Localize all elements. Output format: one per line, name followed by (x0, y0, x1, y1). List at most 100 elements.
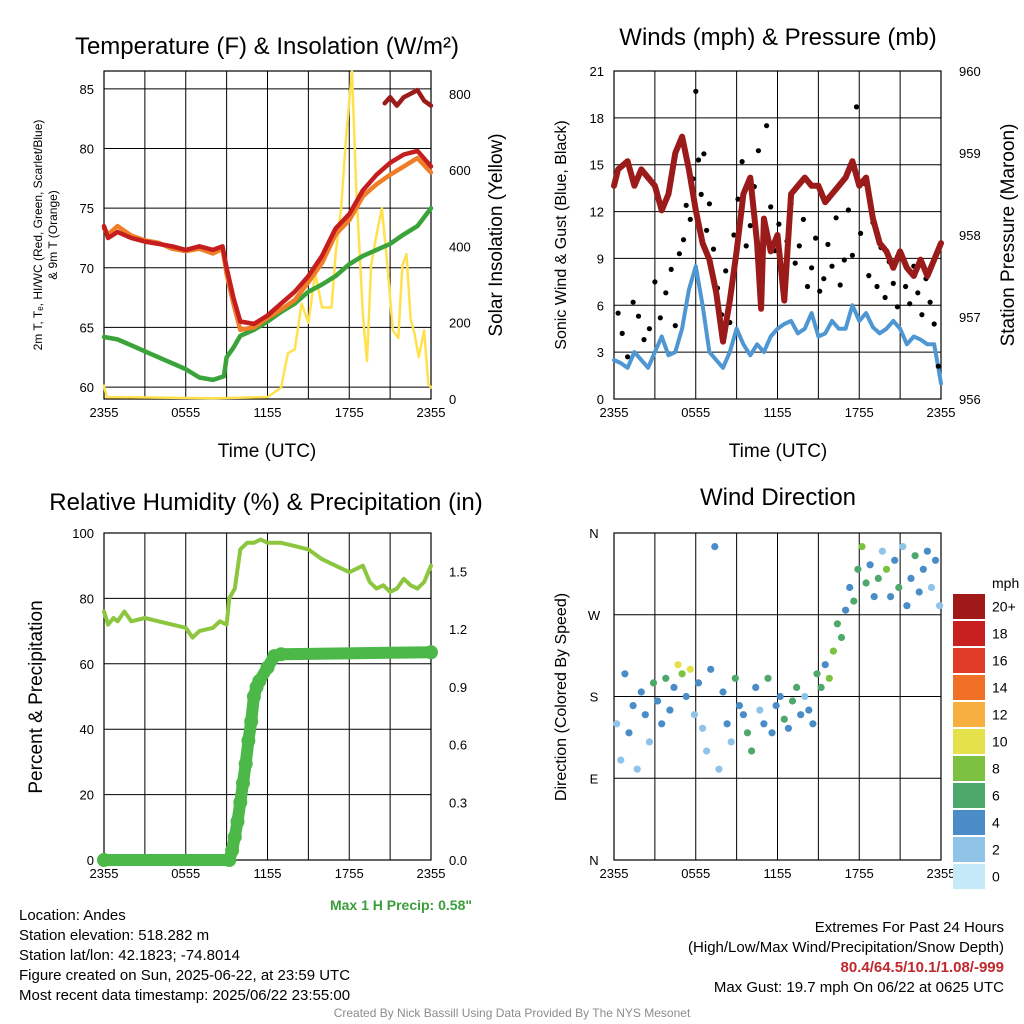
gust-point (687, 216, 693, 222)
direction-point (613, 720, 621, 728)
temp-x-tick-label: 2355 (90, 405, 119, 420)
direction-point (633, 765, 641, 773)
rh-y-tick-label: 40 (80, 722, 94, 737)
direction-point (895, 583, 903, 592)
direction-point (666, 706, 674, 714)
direction-point (711, 543, 719, 551)
speed-legend-swatch (953, 810, 985, 835)
gust-point (800, 216, 807, 222)
wind-y-tick-label: 3 (597, 345, 604, 360)
speed-legend-label: 20+ (992, 599, 1016, 615)
direction-point (936, 602, 944, 610)
wind-y-tick-label: 12 (590, 205, 604, 220)
wind-y2-tick-label: 957 (959, 310, 981, 325)
station-latlon: Station lat/lon: 42.1823; -74.8014 (19, 947, 241, 964)
temp-y-tick-label: 75 (80, 201, 94, 216)
precip-point (241, 733, 256, 748)
direction-point (813, 670, 821, 678)
gust-point (841, 257, 847, 263)
direction-point (743, 729, 752, 737)
speed-legend-swatch (953, 675, 985, 700)
wind-x-tick-label: 1155 (764, 405, 792, 420)
direction-point (829, 647, 838, 655)
direction-point (776, 692, 784, 701)
precip-point (230, 814, 245, 829)
rh-y-tick-label: 20 (80, 788, 94, 803)
gust-point (809, 265, 815, 271)
direction-point (846, 583, 854, 592)
gust-point (641, 337, 647, 343)
temp-temp_hi-line (382, 87, 434, 108)
gust-point (676, 251, 683, 257)
direction-point (793, 683, 801, 692)
gust-point (764, 123, 770, 129)
gust-point (919, 312, 925, 318)
temp-y-tick-label: 80 (80, 142, 94, 157)
speed-legend-label: 2 (992, 842, 1000, 858)
dir-y-ticks: N E S W N (588, 526, 601, 868)
wind-y2-tick-label: 960 (959, 64, 981, 79)
direction-point (862, 579, 870, 587)
wind-series-group (611, 88, 944, 386)
gust-point (858, 230, 864, 236)
direction-point (707, 665, 715, 673)
gust-point (755, 148, 762, 154)
direction-point (833, 620, 842, 628)
gust-point (704, 227, 710, 233)
direction-point (682, 692, 690, 701)
direction-point (878, 547, 887, 555)
temp-y-ticks: 60 65 70 75 80 85 (80, 82, 94, 395)
direction-point (690, 711, 699, 719)
gust-point (927, 299, 933, 305)
speed-legend-swatch (953, 702, 985, 727)
gust-point (792, 260, 798, 266)
precip-point (424, 645, 438, 660)
direction-point (805, 706, 813, 714)
rh-x-tick-label: 1155 (254, 866, 282, 881)
direction-point (842, 606, 850, 614)
speed-legend-label: 18 (992, 626, 1008, 642)
precip-point (244, 714, 259, 729)
direction-point (891, 556, 899, 564)
recent-timestamp: Most recent data timestamp: 2025/06/22 2… (19, 987, 351, 1004)
gust-point (915, 290, 921, 296)
gust-point (630, 299, 636, 305)
speed-legend-swatch (953, 783, 985, 808)
station-info: Location: Andes Station elevation: 518.2… (19, 906, 350, 1006)
direction-point (809, 720, 817, 728)
speed-legend-label: 10 (992, 734, 1008, 750)
gust-point (615, 310, 621, 316)
direction-point (674, 661, 682, 669)
temp-x-tick-label: 2355 (417, 405, 446, 420)
wind-y2label: Station Pressure (Maroon) (998, 124, 1019, 347)
direction-point (719, 688, 727, 696)
dir-x-tick-label: 0555 (681, 866, 710, 881)
direction-point (658, 720, 666, 728)
direction-point (825, 674, 833, 682)
direction-point (670, 683, 678, 692)
direction-point (645, 738, 654, 746)
extremes-info: Extremes For Past 24 Hours (High/Low/Max… (688, 918, 1004, 998)
speed-legend-label: 16 (992, 653, 1008, 669)
precip-point (260, 660, 275, 675)
dir-x-tick-label: 1155 (764, 866, 792, 881)
direction-point (735, 702, 744, 710)
speed-legend-label: 6 (992, 788, 1000, 804)
speed-legend-label: 8 (992, 761, 1000, 777)
precip-point (238, 756, 253, 771)
extremes-subheading: (High/Low/Max Wind/Precipitation/Snow De… (688, 939, 1004, 956)
rh-x-tick-label: 0555 (171, 866, 200, 881)
precip-max-annotation: Max 1 H Precip: 0.58" (330, 897, 472, 913)
direction-point (788, 697, 797, 705)
temp-solar-line (102, 69, 433, 400)
direction-point (772, 702, 780, 710)
rh-y-tick-label: 80 (80, 591, 94, 606)
gust-point (804, 283, 811, 290)
rh-grid (104, 533, 431, 860)
gust-point (652, 279, 658, 285)
gust-point (695, 157, 702, 163)
gust-point (706, 201, 713, 207)
gust-point (837, 282, 843, 288)
wind-y-tick-label: 9 (597, 251, 604, 266)
direction-point (821, 661, 829, 669)
